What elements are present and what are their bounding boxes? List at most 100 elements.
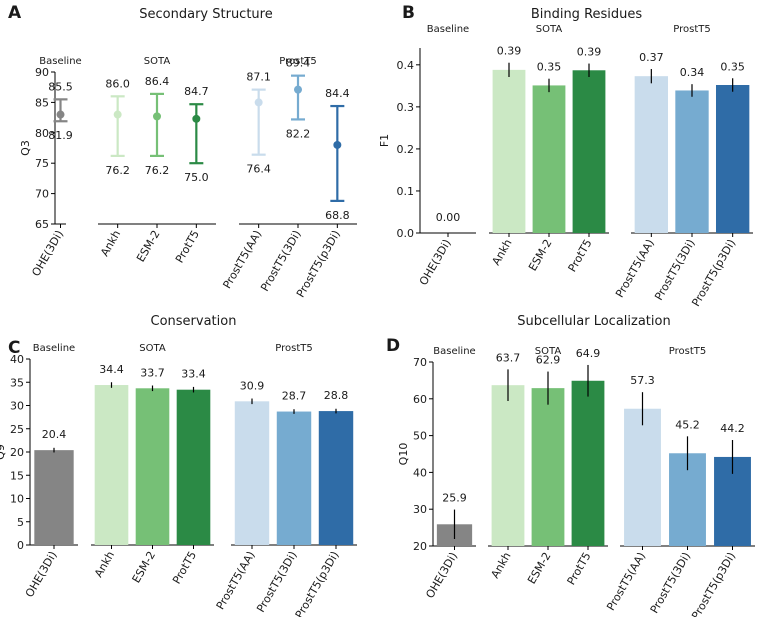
bar-value-label: 0.39: [497, 45, 522, 58]
x-tick-label: ESM-2: [526, 237, 554, 273]
mean-point: [254, 98, 263, 107]
bar: [531, 388, 565, 546]
y-tick-label: 30: [10, 400, 24, 413]
lower-value-label: 75.0: [184, 171, 209, 184]
y-tick-label: 35: [10, 376, 24, 389]
y-tick-label: 20: [10, 446, 24, 459]
x-tick-label: ProtT5: [170, 549, 199, 586]
mean-point: [113, 110, 122, 119]
panel-letter: A: [8, 3, 22, 23]
group-label: Baseline: [427, 24, 469, 35]
y-tick-label: 80: [35, 127, 49, 140]
y-axis-label: Q3: [19, 140, 32, 156]
y-tick-label: 40: [10, 353, 24, 366]
bar-value-label: 0.39: [577, 46, 602, 59]
x-tick-label: ProstT5(3Di): [648, 550, 693, 616]
group-label: Baseline: [39, 56, 81, 67]
panel-title: Secondary Structure: [139, 7, 272, 22]
group-label: ProstT5: [275, 343, 312, 354]
panel-letter: D: [386, 336, 400, 356]
bar-value-label: 0.37: [639, 51, 664, 64]
y-tick-label: 0.4: [397, 59, 415, 72]
bar-value-label: 20.4: [42, 428, 67, 441]
bar-value-label: 28.8: [324, 389, 349, 402]
x-tick-label: Ankh: [489, 237, 514, 268]
bar-value-label: 63.7: [496, 351, 521, 364]
group-label: SOTA: [144, 56, 171, 67]
panel-letter: B: [402, 3, 415, 23]
group-baseline: Baseline OHE(3Di) 25.9: [423, 346, 476, 601]
y-axis-label: F1: [378, 134, 391, 147]
group-sota: SOTA Ankh 63.7 ESM-2 62.9 ProtT5 64.9: [488, 346, 608, 587]
bar: [491, 385, 525, 546]
lower-value-label: 81.9: [48, 129, 73, 142]
upper-value-label: 85.5: [48, 80, 73, 93]
bar-value-label: 33.4: [181, 368, 206, 381]
group-label: Baseline: [33, 343, 75, 354]
y-tick-label: 50: [413, 430, 427, 443]
group-sota: SOTA Ankh 0.39 ESM-2 0.35 ProtT5 0.39: [489, 24, 609, 274]
panel-title: Binding Residues: [531, 7, 643, 22]
mean-point: [333, 140, 342, 149]
bar: [94, 385, 129, 545]
y-tick-label: 20: [413, 540, 427, 553]
y-axis-label: Q9: [0, 444, 7, 460]
y-tick-label: 30: [413, 503, 427, 516]
upper-value-label: 87.1: [246, 71, 271, 84]
y-tick-label: 75: [35, 157, 49, 170]
x-tick-label: ESM-2: [130, 549, 158, 585]
y-tick-label: 15: [10, 469, 24, 482]
bar-value-label: 34.4: [99, 363, 124, 376]
group-prostt5: ProstT5 ProstT5(AA) 0.37 ProstT5(3Di) 0.34 Pr…: [613, 24, 753, 309]
x-tick-label: Ankh: [98, 228, 123, 259]
bar: [34, 450, 74, 545]
lower-value-label: 68.8: [325, 209, 350, 222]
lower-value-label: 76.4: [246, 163, 271, 176]
upper-value-label: 86.4: [145, 75, 170, 88]
mean-point: [153, 112, 161, 121]
y-tick-label: 60: [413, 393, 427, 406]
x-tick-label: ESM-2: [134, 228, 162, 264]
mean-point: [294, 85, 302, 94]
panel-a: A Secondary Structure 65 70 75 80 85 90 Q3 Baseli…: [8, 3, 357, 300]
bar-value-label: 0.35: [537, 61, 562, 74]
x-tick-label: OHE(3Di): [417, 237, 454, 288]
panel-title: Subcellular Localization: [517, 314, 670, 329]
bar-value-label: 62.9: [536, 354, 561, 367]
lower-value-label: 76.2: [105, 164, 130, 177]
bar: [135, 388, 170, 545]
x-tick-label: ProstT5(AA): [604, 550, 648, 613]
y-tick-label: 65: [35, 218, 49, 231]
y-tick-label: 0: [17, 539, 24, 552]
bar: [176, 389, 211, 545]
x-tick-label: Ankh: [488, 550, 513, 581]
y-tick-label: 10: [10, 493, 24, 506]
y-tick-label: 70: [35, 188, 49, 201]
x-tick-label: ProstT5(AA): [214, 549, 258, 612]
bar: [675, 90, 709, 233]
x-tick-label: ProtT5: [173, 228, 202, 265]
panel-d: D Subcellular Localization 20 30 40 50 60 70 Q10…: [386, 314, 755, 617]
x-tick-label: ProtT5: [566, 237, 595, 274]
group-prostt5: ProstT5 ProstT5(AA) 30.9 ProstT5(3Di) 28.7 Pr…: [214, 343, 357, 617]
y-tick-label: 0.1: [397, 185, 415, 198]
bar: [634, 76, 669, 233]
x-tick-label: ProtT5: [565, 550, 594, 587]
panel-title: Conservation: [151, 314, 237, 329]
panel-b: B Binding Residues 0.0 0.1 0.2 0.3 0.4 F1 Baseli…: [378, 3, 753, 309]
bar-value-label: 45.2: [675, 418, 700, 431]
bar-value-label: 25.9: [442, 492, 467, 505]
y-tick-label: 25: [10, 423, 24, 436]
bar: [715, 85, 750, 233]
panel-c: C Conservation 0 5 10 15 20 25 30 35 40 Q9 Baseline O…: [0, 314, 357, 617]
upper-value-label: 86.0: [105, 77, 130, 90]
lower-value-label: 82.2: [286, 127, 311, 140]
bar-value-label: 64.9: [576, 347, 601, 360]
group-label: SOTA: [535, 346, 562, 357]
group-label: Baseline: [433, 346, 475, 357]
group-sota: SOTA Ankh 86.0 76.2 ESM-2 86.4 76.2 ProtT5 84.7 7…: [98, 56, 216, 265]
group-baseline: Baseline OHE(3Di) 0.00: [417, 24, 476, 288]
x-tick-label: ProstT5(p3Di): [293, 549, 342, 617]
x-tick-label: ProstT5(p3Di): [689, 237, 738, 309]
